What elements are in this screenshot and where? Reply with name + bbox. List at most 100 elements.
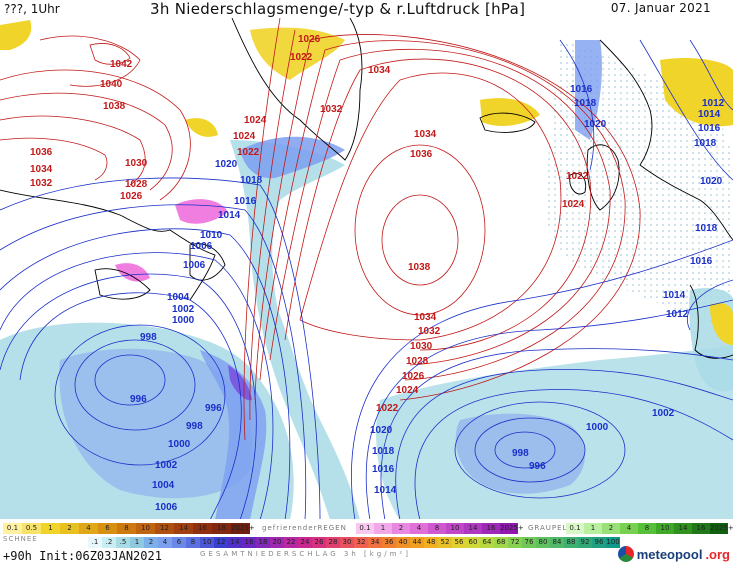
label-1034-top: 1034	[368, 65, 391, 76]
isobar-east-996	[494, 431, 556, 469]
isobar-1018	[0, 177, 321, 520]
label-1024-e: 1024	[562, 199, 585, 210]
label-1014-s: 1014	[374, 485, 397, 496]
label-1014-scan: 1014	[698, 109, 721, 120]
legend-cell: 4	[79, 523, 98, 534]
legend-cell: 2025+	[500, 523, 524, 534]
legend-cell: 18	[212, 523, 231, 534]
snow-greenland-ne	[250, 27, 345, 81]
uk-coast	[586, 144, 620, 211]
brand-suffix: .org	[705, 546, 730, 562]
label-998-w: 998	[140, 332, 157, 343]
legend-cell: 72	[508, 537, 522, 548]
legend-cell: 48	[424, 537, 438, 548]
label-1020-n: 1020	[215, 159, 238, 170]
label-1032-mid: 1032	[320, 104, 343, 115]
isobar-canada-1030	[0, 69, 191, 201]
label-1018-scan: 1018	[694, 138, 717, 149]
label-1042: 1042	[110, 59, 133, 70]
isobar-low-1002	[19, 292, 242, 520]
snow-canada-nw	[0, 20, 32, 50]
legend-cell: 18	[256, 537, 270, 548]
isobar-europe-1012	[687, 279, 733, 331]
legend-cell: 96	[592, 537, 606, 548]
label-1032-w: 1032	[30, 178, 53, 189]
precip-greenland-band	[240, 136, 345, 179]
legend-cell: 0.1	[356, 523, 374, 534]
label-1016-n: 1016	[234, 196, 257, 207]
isobar-1034	[299, 72, 562, 341]
label-1024-a: 1024	[244, 115, 267, 126]
brand-logo[interactable]: meteopool .org	[617, 546, 730, 562]
legend-snow-scale: 0.1 0.5 1 2 4 6 8 10 12 14 16 18 2025+	[3, 523, 255, 534]
snow-labrador	[185, 118, 218, 137]
label-998-c: 998	[186, 421, 203, 432]
snow-scandinavia	[660, 58, 733, 127]
label-1036-w: 1036	[30, 147, 53, 158]
label-1036-high: 1036	[410, 149, 433, 160]
legend-cell: 4	[410, 523, 428, 534]
label-1022-s: 1022	[376, 403, 399, 414]
legend-cell: 36	[382, 537, 396, 548]
label-1026-w: 1026	[120, 191, 143, 202]
label-1026-s: 1026	[402, 371, 425, 382]
isobar-low-1000	[54, 324, 226, 466]
legend-cell: 14	[228, 537, 242, 548]
isobar-low-998	[74, 339, 196, 431]
legend-cell: 56	[452, 537, 466, 548]
legend: 0.1 0.5 1 2 4 6 8 10 12 14 16 18 2025+ SCHNEE gefrie…	[0, 519, 733, 566]
precip-violet-core	[228, 365, 252, 401]
legend-cell: 0.5	[22, 523, 41, 534]
label-998-e: 998	[512, 448, 529, 459]
isobar-1014	[0, 204, 307, 520]
legend-cell: 12	[155, 523, 174, 534]
label-1006-c: 1006	[155, 502, 178, 513]
legend-cell: 0.1	[566, 523, 584, 534]
freezing-labrador	[175, 199, 228, 224]
isobar-east-1010	[380, 348, 733, 520]
brand-name: meteopool	[636, 546, 703, 562]
isobar-europe-1014	[689, 39, 733, 111]
legend-freezing-label: gefrierenderREGEN	[262, 524, 347, 532]
pressure-labels-red: 1026 1022 1034 1042 1040 1038 1032 1024 …	[30, 34, 589, 414]
label-1034-s: 1034	[414, 312, 437, 323]
legend-cell: 60	[466, 537, 480, 548]
isobar-1022	[243, 18, 281, 441]
legend-cell: 2	[144, 537, 158, 548]
label-1016-eu: 1016	[690, 256, 713, 267]
label-1028-s: 1028	[406, 356, 429, 367]
label-1030-s: 1030	[410, 341, 433, 352]
label-1022-e: 1022	[566, 171, 589, 182]
legend-cell: 22	[284, 537, 298, 548]
legend-cell: 2	[60, 523, 79, 534]
ireland-coast	[569, 173, 587, 195]
canada-coast	[0, 189, 216, 301]
legend-cell: 32	[354, 537, 368, 548]
brand-icon	[617, 546, 634, 562]
legend-cell: 52	[438, 537, 452, 548]
label-1026-top: 1026	[298, 34, 321, 45]
label-1038: 1038	[103, 101, 126, 112]
legend-cell: 10	[446, 523, 464, 534]
label-1032-s: 1032	[418, 326, 441, 337]
label-1040: 1040	[100, 79, 123, 90]
legend-cell: 10	[656, 523, 674, 534]
legend-cell: 10	[136, 523, 155, 534]
isobar-canada-1040	[39, 35, 141, 87]
label-1018-nor: 1018	[574, 98, 597, 109]
label-1024-b: 1024	[233, 131, 256, 142]
label-1030-w: 1030	[125, 158, 148, 169]
legend-cell: 16	[482, 523, 500, 534]
legend-cell: 24	[298, 537, 312, 548]
label-1000-w: 1000	[172, 315, 195, 326]
legend-cell: 14	[174, 523, 193, 534]
isobar-1038	[381, 194, 459, 286]
iceland-coast	[479, 112, 536, 133]
label-1022-top: 1022	[290, 52, 313, 63]
legend-cell: 12	[214, 537, 228, 548]
legend-cell: 8	[428, 523, 446, 534]
label-1000-e: 1000	[586, 422, 609, 433]
label-1020-nor: 1020	[584, 119, 607, 130]
legend-cell: 8	[186, 537, 200, 548]
isobar-low-996	[94, 354, 166, 406]
